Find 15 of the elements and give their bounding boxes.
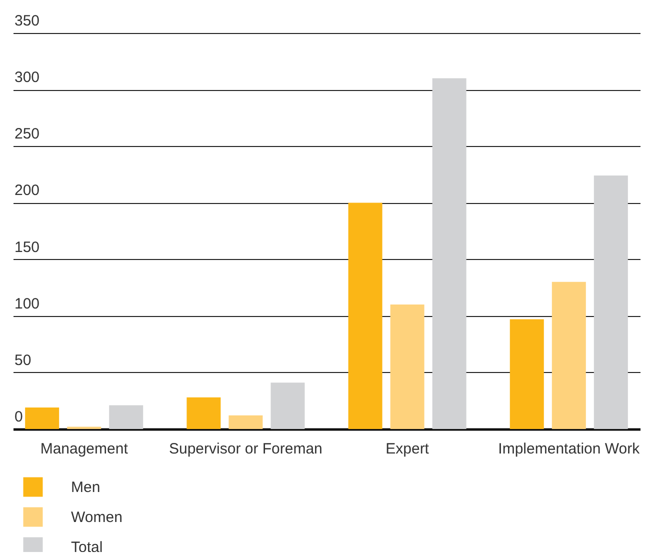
- x-tick-label: Expert: [386, 440, 430, 458]
- y-tick-label: 50: [14, 352, 32, 369]
- y-tick-label: 0: [14, 408, 23, 426]
- x-tick-label: Management: [40, 440, 129, 458]
- y-tick-label: 300: [14, 69, 40, 86]
- y-tick-label: 200: [14, 182, 40, 200]
- y-tick-label: 350: [14, 12, 40, 30]
- legend-label: Men: [71, 479, 100, 496]
- x-tick-label: Implementation Work: [498, 440, 640, 458]
- x-tick-label: Supervisor or Foreman: [169, 440, 322, 458]
- legend-label: Women: [71, 509, 122, 526]
- y-tick-label: 100: [14, 295, 40, 312]
- y-tick-label: 150: [14, 238, 40, 256]
- legend-label: Total: [71, 539, 103, 556]
- y-tick-label: 250: [14, 126, 40, 143]
